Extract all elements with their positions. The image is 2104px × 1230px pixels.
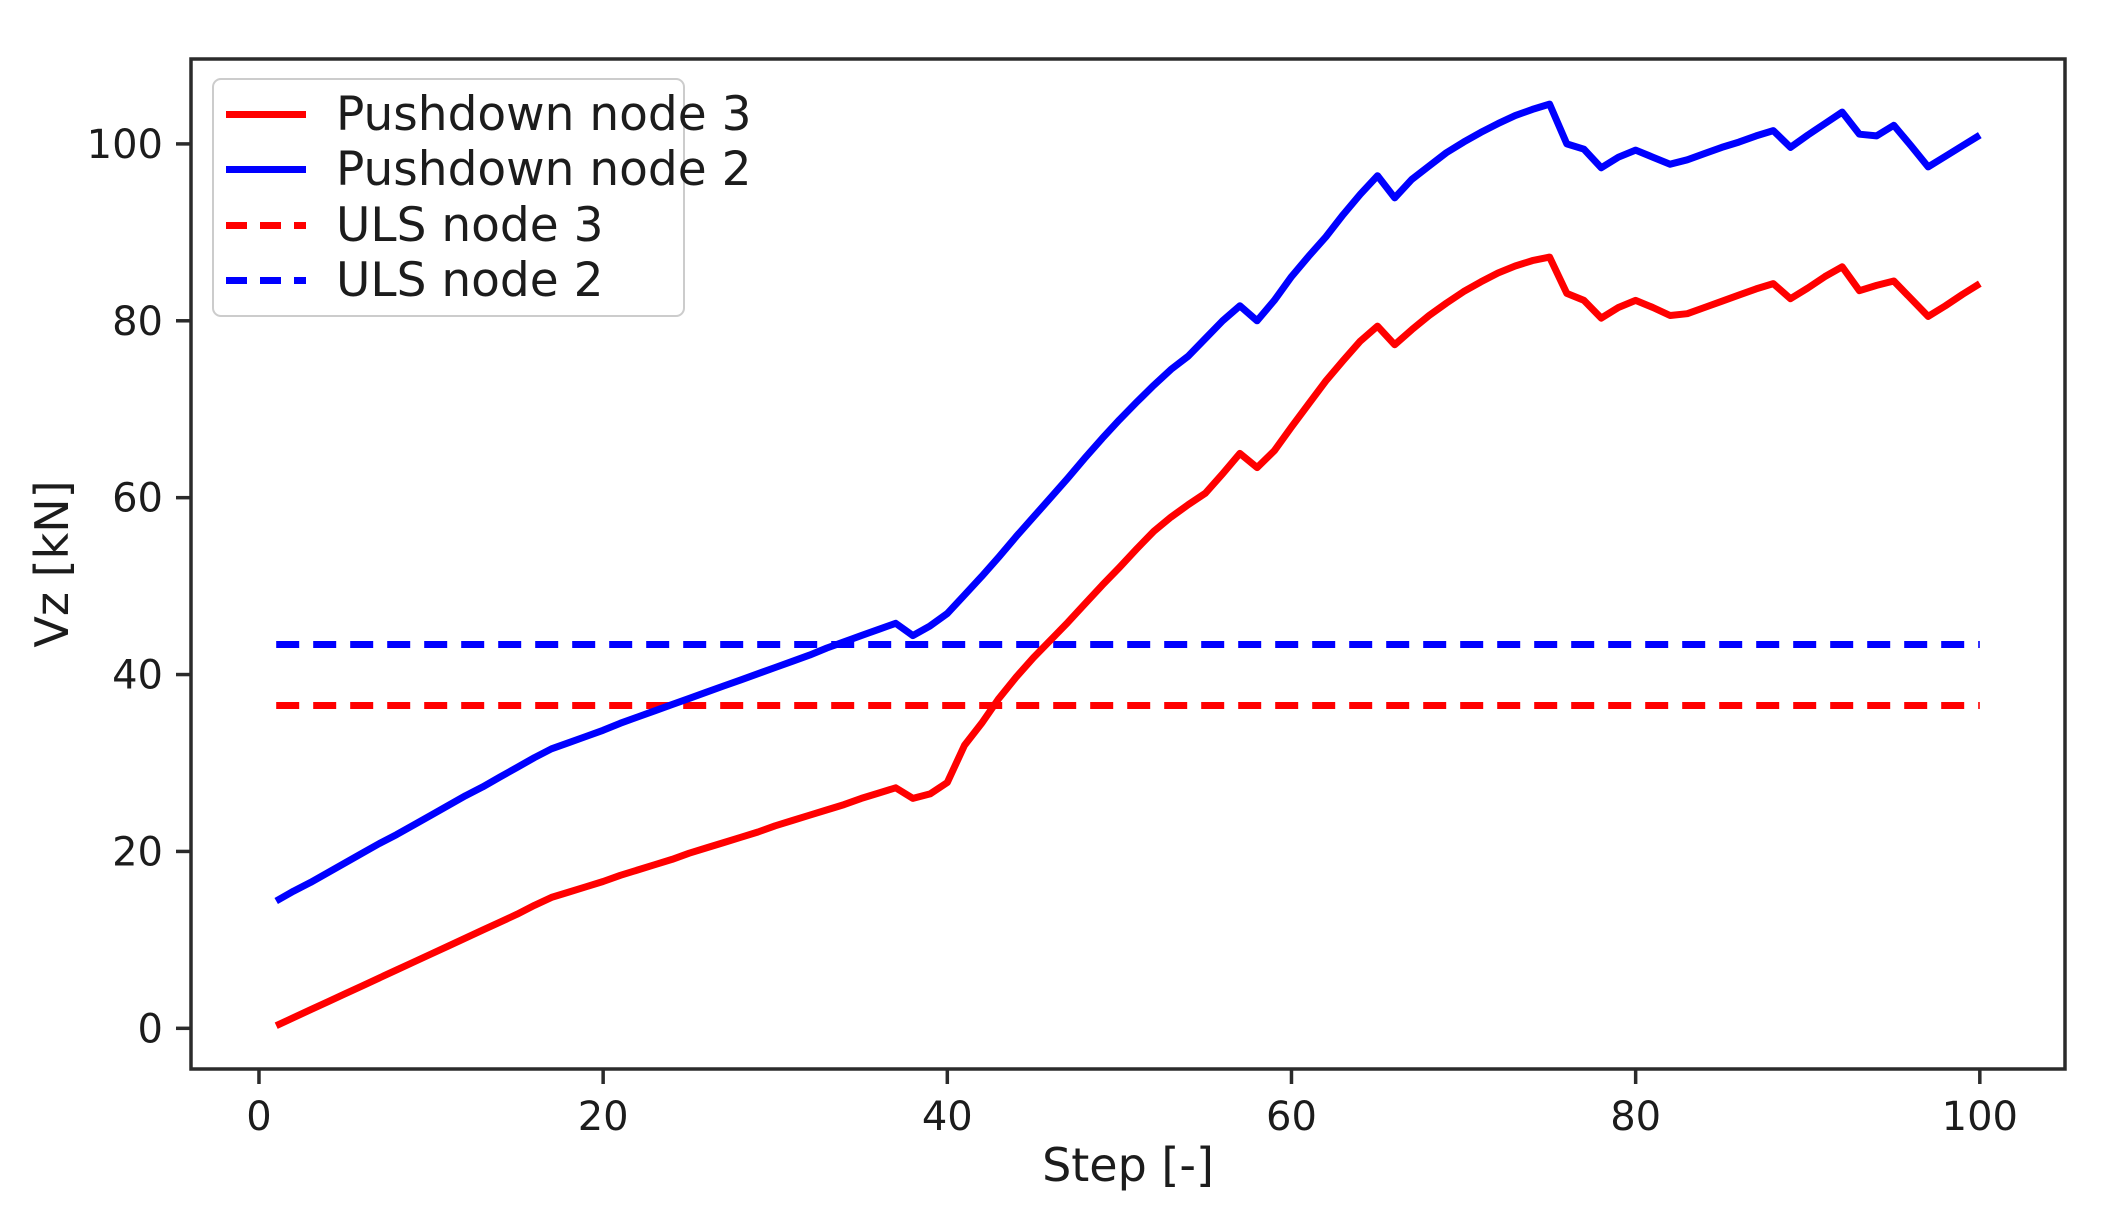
plot-frame: [189, 57, 2067, 1071]
legend-item: ULS node 2: [214, 254, 683, 308]
x-tick-label: 20: [578, 1094, 629, 1140]
legend-label: ULS node 2: [336, 253, 604, 309]
series-line-pushdown-node-3: [274, 253, 1982, 1029]
y-axis-label: Vz [kN]: [25, 480, 79, 648]
legend-line-sample-dashed-blue: [226, 277, 306, 285]
legend-line-sample-solid-blue: [226, 166, 306, 174]
legend-item: ULS node 3: [214, 198, 683, 252]
y-tick-label: 80: [112, 299, 163, 345]
legend-item: Pushdown node 3: [214, 87, 751, 141]
legend-label: Pushdown node 2: [336, 142, 752, 198]
y-tick-label: 40: [112, 653, 163, 699]
legend-line-sample-solid-red: [226, 110, 306, 118]
x-axis-label: Step [-]: [1042, 1138, 1214, 1192]
y-tick-label: 60: [112, 476, 163, 522]
legend-label: ULS node 3: [336, 197, 604, 253]
legend-line-sample-dashed-red: [226, 221, 306, 229]
series-line-pushdown-node-2: [274, 100, 1982, 905]
x-tick-label: 80: [1610, 1094, 1661, 1140]
x-tick-label: 0: [246, 1094, 271, 1140]
legend-label: Pushdown node 3: [336, 86, 752, 142]
x-tick-label: 40: [922, 1094, 973, 1140]
y-tick-label: 100: [87, 122, 163, 168]
y-tick-label: 0: [138, 1006, 163, 1052]
y-tick-label: 20: [112, 829, 163, 875]
legend: Pushdown node 3 Pushdown node 2 ULS node…: [212, 78, 751, 317]
x-tick-label: 100: [1942, 1094, 2018, 1140]
legend-item: Pushdown node 2: [214, 143, 751, 197]
x-tick-label: 60: [1266, 1094, 1317, 1140]
